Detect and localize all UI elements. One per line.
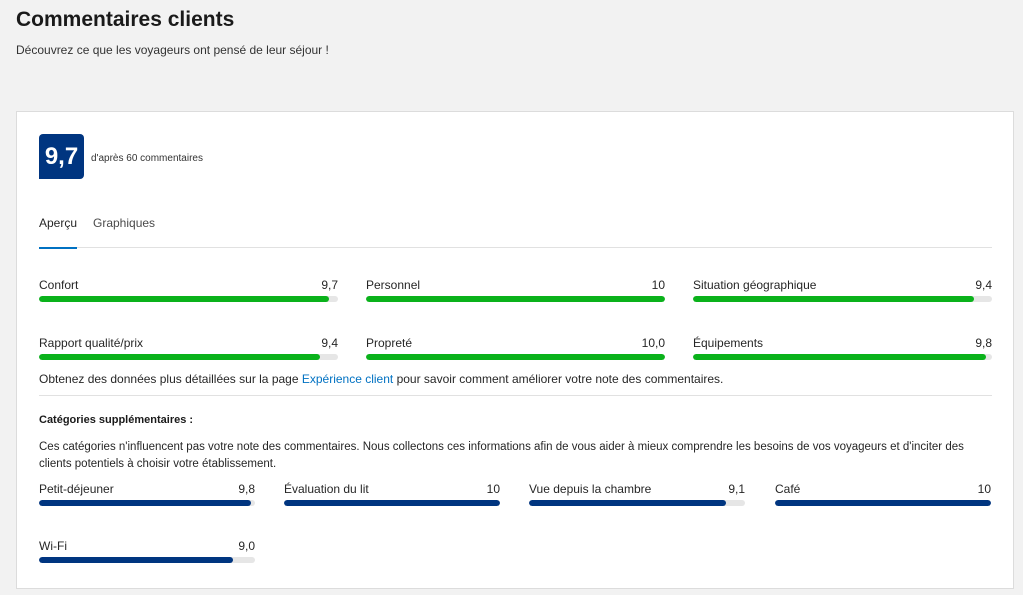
metric-value: 9,0 [238, 539, 255, 553]
metric-label: Café [775, 482, 801, 496]
metric-bar [366, 296, 665, 302]
metric-personnel: Personnel 10 [366, 278, 665, 308]
metric-wifi: Wi-Fi 9,0 [39, 539, 255, 569]
info-suffix: pour savoir comment améliorer votre note… [393, 372, 724, 386]
metric-value: 9,7 [321, 278, 338, 292]
metric-label: Situation géographique [693, 278, 817, 292]
metric-situation: Situation géographique 9,4 [693, 278, 992, 308]
divider [39, 395, 992, 396]
metric-value: 9,4 [975, 278, 992, 292]
metric-label: Évaluation du lit [284, 482, 369, 496]
metric-bar [693, 296, 992, 302]
metric-confort: Confort 9,7 [39, 278, 338, 308]
metric-label: Équipements [693, 336, 764, 350]
metric-bar [39, 500, 255, 506]
score-badge: 9,7 [39, 134, 84, 179]
metric-cafe: Café 10 [775, 482, 991, 512]
extra-categories-description: Ces catégories n'influencent pas votre n… [39, 441, 964, 470]
metric-label: Vue depuis la chambre [529, 482, 652, 496]
metric-value: 9,8 [975, 336, 992, 350]
info-line: Obtenez des données plus détaillées sur … [39, 372, 723, 386]
metric-value: 10 [651, 278, 665, 292]
metric-rapport-qualite-prix: Rapport qualité/prix 9,4 [39, 336, 338, 366]
reviews-card: 9,7 d'après 60 commentaires Aperçu Graph… [16, 111, 1014, 589]
metric-bar [39, 557, 255, 563]
metric-bar [529, 500, 745, 506]
extra-categories-title: Catégories supplémentaires : [39, 414, 194, 426]
metric-label: Petit-déjeuner [39, 482, 114, 496]
info-prefix: Obtenez des données plus détaillées sur … [39, 372, 302, 386]
metric-vue-chambre: Vue depuis la chambre 9,1 [529, 482, 745, 512]
tab-apercu[interactable]: Aperçu [39, 216, 78, 249]
metric-petit-dejeuner: Petit-déjeuner 9,8 [39, 482, 255, 512]
metric-bar [39, 354, 338, 360]
metric-label: Personnel [366, 278, 421, 292]
metric-value: 9,8 [238, 482, 255, 496]
metric-bar [693, 354, 992, 360]
metric-bar [775, 500, 991, 506]
metric-evaluation-lit: Évaluation du lit 10 [284, 482, 500, 512]
metric-equipements: Équipements 9,8 [693, 336, 992, 366]
metric-value: 10 [977, 482, 991, 496]
page-title: Commentaires clients [16, 8, 235, 31]
metric-bar [366, 354, 665, 360]
experience-client-link[interactable]: Expérience client [301, 372, 394, 386]
metric-bar [39, 296, 338, 302]
metric-label: Wi-Fi [39, 539, 67, 553]
metric-value: 9,4 [321, 336, 338, 350]
tab-graphiques[interactable]: Graphiques [93, 216, 156, 230]
metric-value: 9,1 [728, 482, 745, 496]
page-subtitle: Découvrez ce que les voyageurs ont pensé… [16, 43, 329, 57]
metric-value: 10,0 [641, 336, 665, 350]
metric-value: 10 [486, 482, 500, 496]
metric-label: Propreté [366, 336, 413, 350]
tabs: Aperçu Graphiques [39, 216, 992, 249]
score-caption: d'après 60 commentaires [91, 153, 203, 164]
metric-label: Confort [39, 278, 79, 292]
metric-bar [284, 500, 500, 506]
metric-label: Rapport qualité/prix [39, 336, 144, 350]
metric-proprete: Propreté 10,0 [366, 336, 665, 366]
